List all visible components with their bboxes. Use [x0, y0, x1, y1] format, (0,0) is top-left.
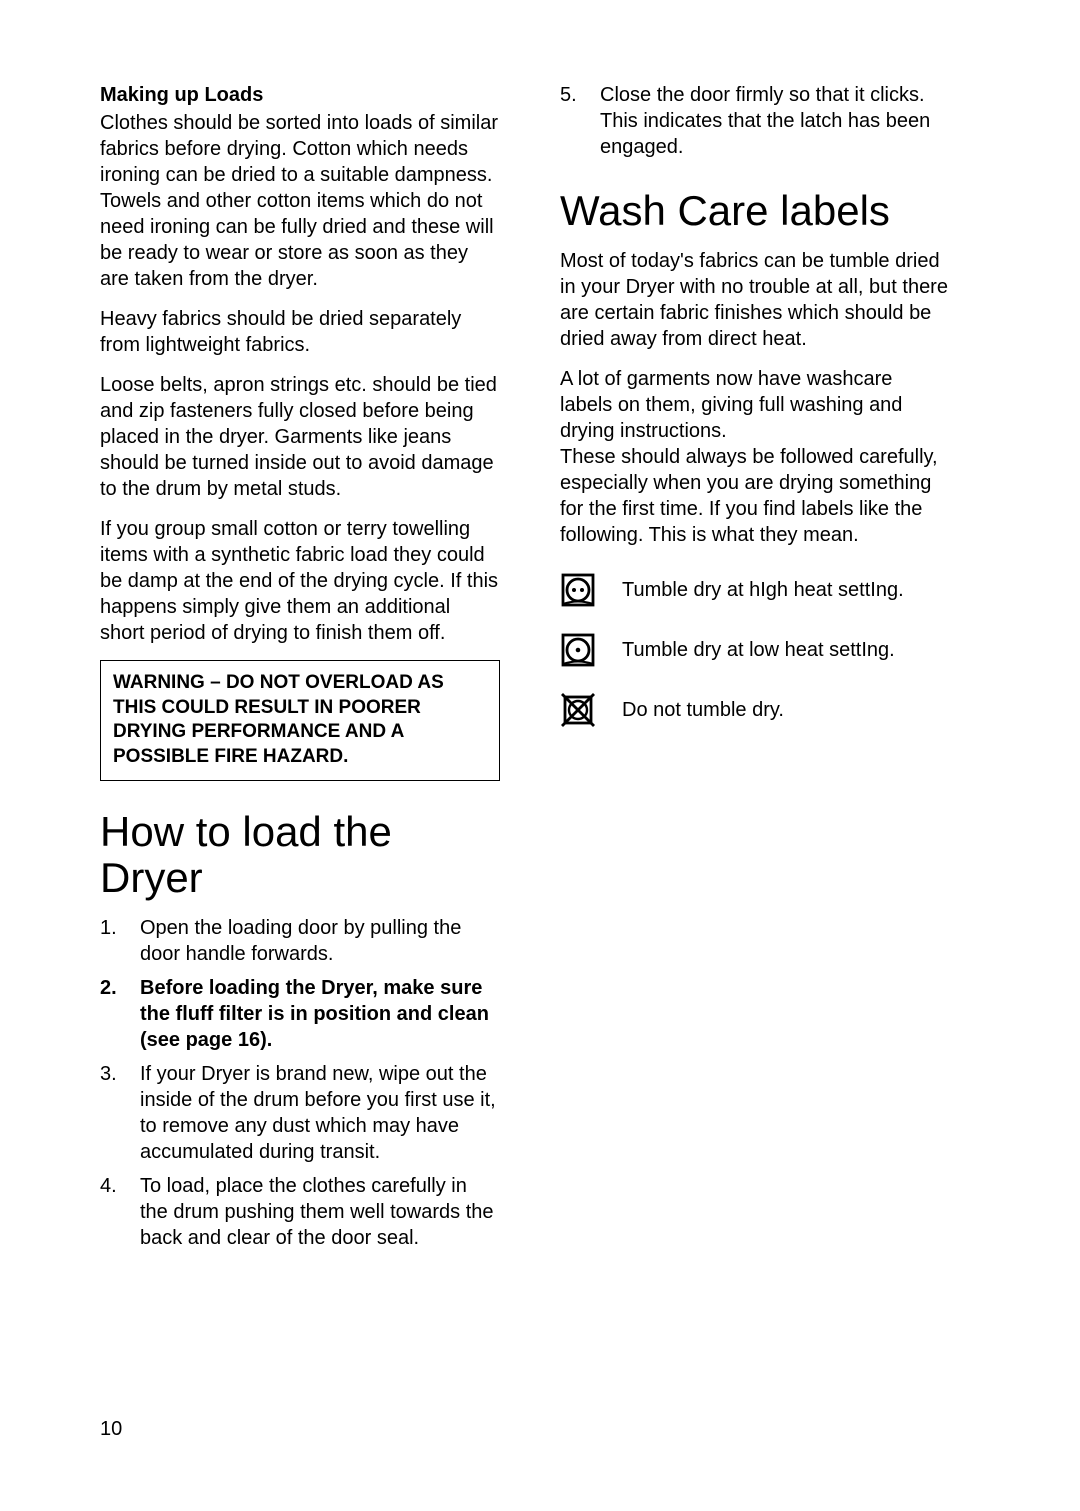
loading-steps-continued: Close the door firmly so that it clicks.…	[560, 82, 960, 160]
body-paragraph: These should always be followed carefull…	[560, 444, 960, 548]
warning-box: WARNING – DO NOT OVERLOAD AS THIS COULD …	[100, 660, 500, 781]
body-paragraph: Most of today's fabrics can be tumble dr…	[560, 248, 960, 352]
body-paragraph: Loose belts, apron strings etc. should b…	[100, 372, 500, 502]
list-item: If your Dryer is brand new, wipe out the…	[100, 1061, 500, 1165]
care-symbol-label: Tumble dry at low heat settIng.	[622, 639, 895, 662]
body-paragraph: If you group small cotton or terry towel…	[100, 516, 500, 646]
care-symbol-row: Tumble dry at hIgh heat settIng.	[560, 572, 960, 608]
warning-text: WARNING – DO NOT OVERLOAD AS THIS COULD …	[113, 671, 487, 770]
tumble-dry-low-heat-icon	[560, 632, 596, 668]
tumble-dry-high-heat-icon	[560, 572, 596, 608]
body-paragraph: Clothes should be sorted into loads of s…	[100, 110, 500, 292]
care-symbol-label: Do not tumble dry.	[622, 699, 784, 722]
page-number: 10	[100, 1418, 122, 1441]
right-column: Close the door firmly so that it clicks.…	[560, 82, 960, 1259]
list-item: Close the door firmly so that it clicks.…	[560, 82, 960, 160]
do-not-tumble-dry-icon	[560, 692, 596, 728]
left-column: Making up Loads Clothes should be sorted…	[100, 82, 500, 1259]
body-paragraph: Heavy fabrics should be dried separately…	[100, 306, 500, 358]
list-item: Before loading the Dryer, make sure the …	[100, 975, 500, 1053]
care-symbol-row: Do not tumble dry.	[560, 692, 960, 728]
list-item: Open the loading door by pulling the doo…	[100, 915, 500, 967]
care-symbol-row: Tumble dry at low heat settIng.	[560, 632, 960, 668]
body-paragraph: drying instructions.	[560, 418, 960, 444]
loading-steps-list: Open the loading door by pulling the doo…	[100, 915, 500, 1251]
making-up-loads-heading: Making up Loads	[100, 82, 500, 108]
body-paragraph: A lot of garments now have washcare	[560, 366, 960, 392]
page-content: Making up Loads Clothes should be sorted…	[100, 82, 1000, 1259]
body-paragraph: labels on them, giving full washing and	[560, 392, 960, 418]
wash-care-labels-heading: Wash Care labels	[560, 188, 960, 234]
how-to-load-heading: How to load the Dryer	[100, 809, 500, 901]
care-symbol-label: Tumble dry at hIgh heat settIng.	[622, 579, 904, 602]
list-item: To load, place the clothes carefully in …	[100, 1173, 500, 1251]
